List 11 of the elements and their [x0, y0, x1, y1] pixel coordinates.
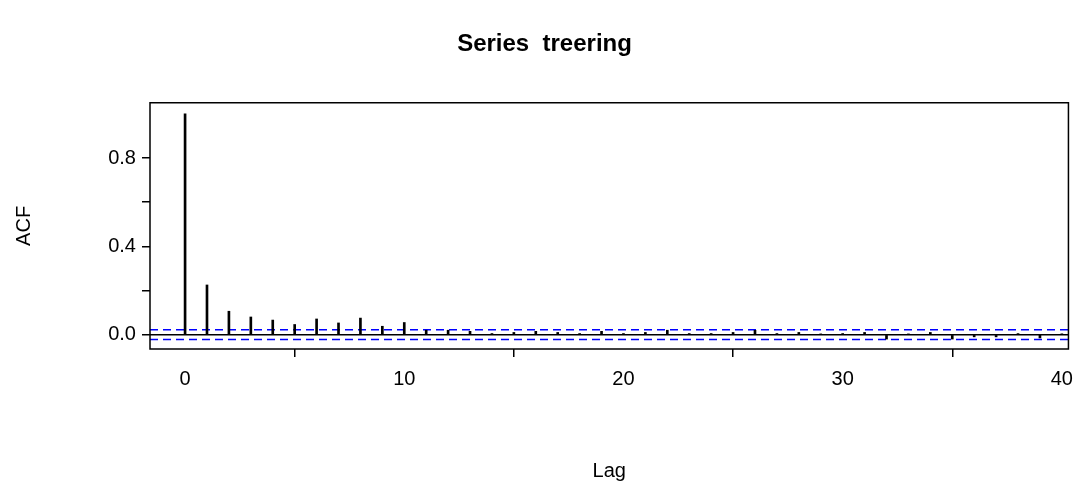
y-tick-label: 0.8 [108, 145, 136, 168]
x-tick-label: 0 [179, 366, 191, 389]
x-tick-label: 30 [831, 366, 854, 389]
x-axis-title: Lag [592, 458, 626, 481]
chart-title: Series treering [457, 29, 632, 57]
y-tick-label: 0.0 [108, 322, 136, 345]
x-tick-label: 20 [612, 366, 635, 389]
x-tick-label: 10 [393, 366, 416, 389]
y-tick-label: 0.4 [108, 233, 136, 256]
x-tick-label: 40 [1050, 366, 1073, 389]
y-axis-title: ACF [11, 205, 34, 246]
